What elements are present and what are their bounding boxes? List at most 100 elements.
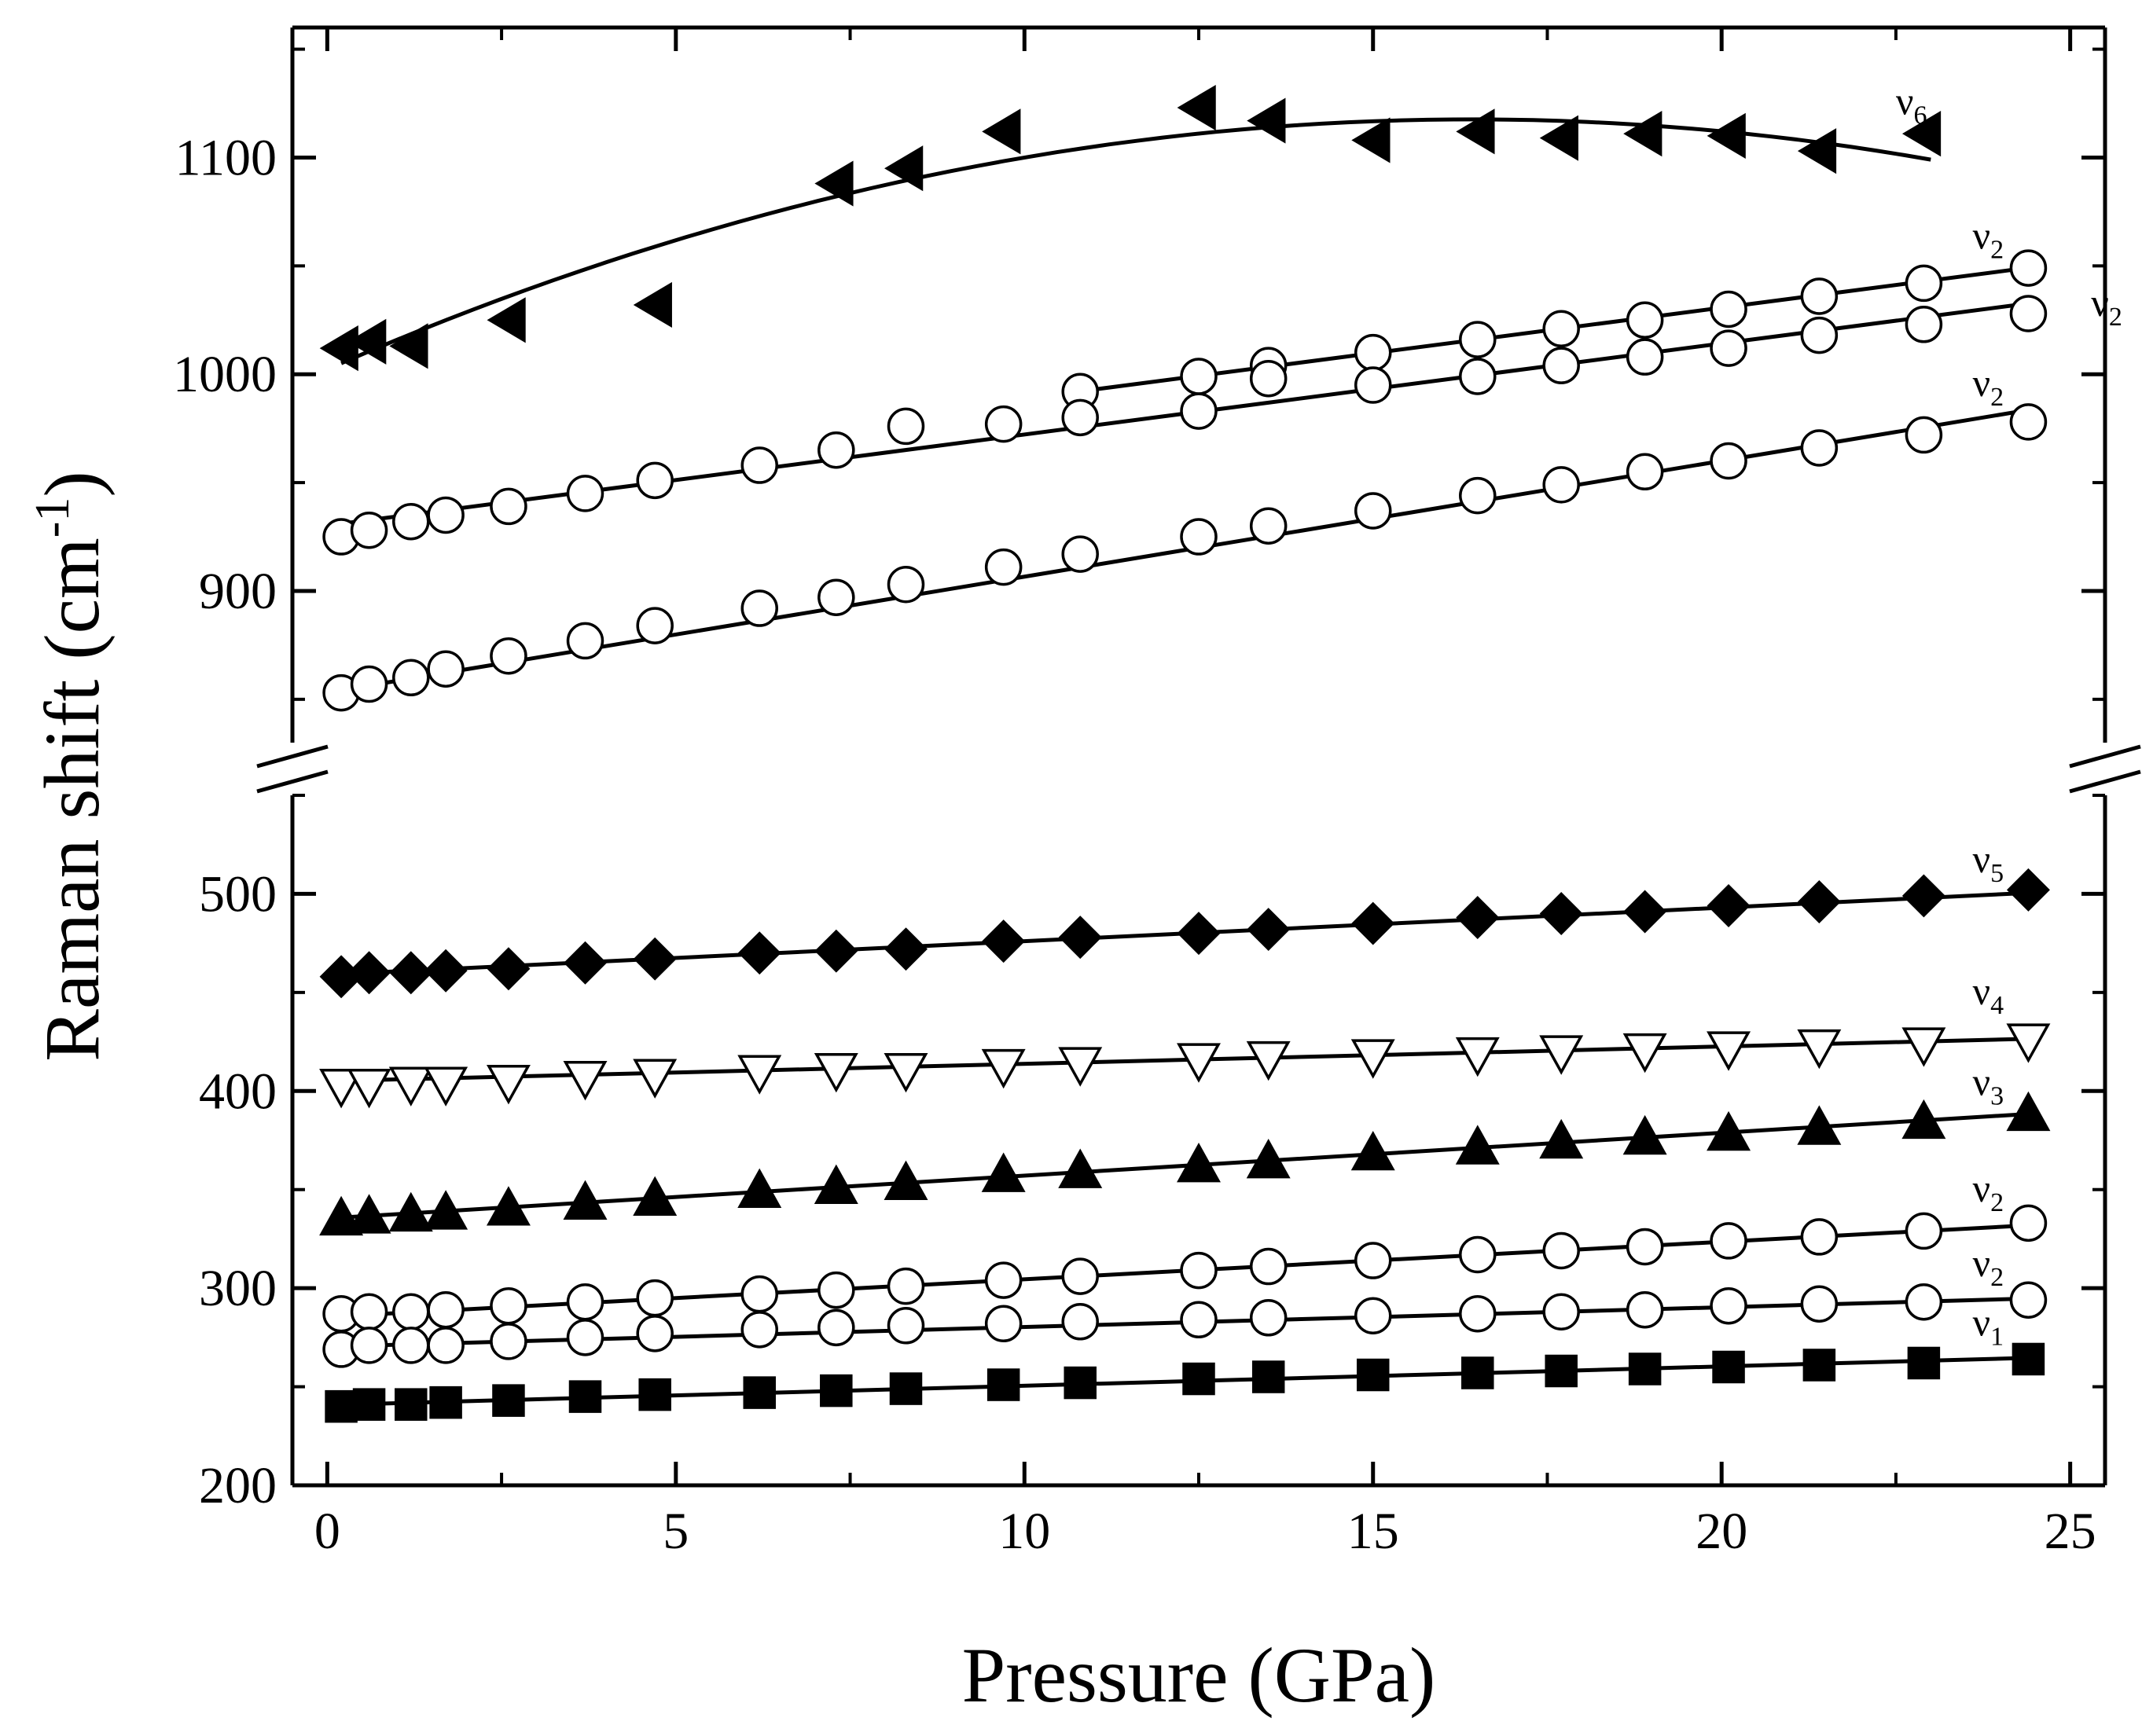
y-tick-label: 1000 — [173, 346, 277, 403]
data-point-series-6 — [347, 1194, 391, 1234]
fit-line-series-6 — [340, 1112, 2029, 1220]
data-point-series-7 — [490, 1286, 527, 1325]
data-point-series-8 — [1249, 1299, 1288, 1337]
series-label-subscript: 2 — [1990, 235, 2004, 264]
series-label-4: ν5 — [1972, 837, 2004, 888]
series-label-subscript: 3 — [1990, 1081, 2004, 1110]
series-label-symbol: ν — [1896, 79, 1914, 123]
data-point-series-1 — [1626, 301, 1664, 339]
y-axis-title-close: ) — [28, 471, 116, 497]
data-point-series-1 — [1542, 310, 1580, 348]
data-point-series-0 — [319, 325, 358, 372]
data-point-series-0 — [1623, 111, 1663, 157]
data-point-series-3 — [1710, 442, 1747, 480]
data-point-series-5 — [1177, 1043, 1221, 1083]
data-point-series-5 — [981, 1048, 1026, 1089]
data-point-series-3 — [1459, 476, 1497, 515]
data-point-series-7 — [1249, 1247, 1288, 1286]
y-tick-label: 300 — [199, 1260, 277, 1317]
data-point-series-5 — [388, 1066, 433, 1107]
fit-line-series-3 — [340, 408, 2029, 692]
data-point-series-0 — [633, 281, 672, 328]
data-point-series-2 — [1542, 347, 1580, 384]
data-point-series-5 — [1246, 1040, 1291, 1081]
data-point-series-8 — [740, 1311, 778, 1349]
data-point-series-9 — [1628, 1352, 1662, 1385]
data-point-series-2 — [1710, 329, 1747, 367]
data-point-series-0 — [1351, 117, 1391, 163]
data-point-series-4 — [1456, 896, 1500, 940]
series-label-subscript: 2 — [1990, 1188, 2004, 1217]
data-point-series-7 — [1542, 1231, 1580, 1270]
data-point-series-3 — [1626, 453, 1664, 491]
data-point-series-6 — [1539, 1118, 1584, 1159]
data-point-series-7 — [392, 1293, 430, 1330]
data-point-series-2 — [1905, 306, 1943, 343]
series-label-symbol: ν — [1972, 1300, 1990, 1344]
data-point-series-2 — [740, 446, 778, 484]
data-point-series-9 — [1907, 1346, 1941, 1380]
data-point-series-7 — [984, 1261, 1023, 1299]
data-point-series-9 — [429, 1385, 462, 1419]
data-point-series-3 — [1354, 492, 1392, 530]
x-axis-title: Pressure (GPa) — [962, 1631, 1436, 1719]
fit-lines — [340, 117, 2029, 1407]
data-point-series-4 — [1058, 916, 1102, 960]
data-point-series-4 — [1623, 890, 1667, 934]
data-point-series-5 — [424, 1066, 468, 1107]
data-point-series-2 — [1354, 366, 1392, 404]
data-point-series-6 — [1246, 1138, 1291, 1179]
data-point-series-9 — [1356, 1358, 1390, 1392]
data-point-series-2 — [1061, 398, 1099, 437]
data-point-series-9 — [1545, 1354, 1578, 1388]
y-axis-title-superscript: -1 — [26, 497, 79, 538]
axis-break-right-b — [2069, 769, 2141, 794]
data-point-series-6 — [884, 1160, 928, 1200]
data-point-series-7 — [1180, 1251, 1218, 1290]
fit-line-series-5 — [341, 1037, 2029, 1083]
y-axis-title-main: Raman shift (cm — [28, 538, 116, 1062]
data-point-series-5 — [884, 1052, 928, 1093]
data-point-series-7 — [1800, 1218, 1839, 1256]
series-label-subscript: 2 — [2109, 303, 2122, 332]
data-point-series-8 — [1180, 1301, 1218, 1339]
x-tick-label: 20 — [1696, 1503, 1747, 1560]
data-point-series-6 — [1455, 1125, 1500, 1165]
x-tick-label: 0 — [314, 1503, 340, 1560]
data-point-series-8 — [427, 1327, 465, 1364]
data-point-series-0 — [1539, 115, 1578, 161]
data-point-series-3 — [566, 622, 604, 660]
data-point-series-3 — [1905, 416, 1943, 454]
data-point-series-2 — [2009, 295, 2048, 332]
y-tick-label: 200 — [199, 1457, 277, 1514]
data-point-series-7 — [817, 1271, 855, 1309]
series-label-1: ν2 — [1972, 213, 2004, 264]
series-label-9: ν1 — [1972, 1300, 2004, 1351]
data-point-series-5 — [1622, 1033, 1667, 1074]
data-point-series-1 — [1354, 333, 1392, 372]
data-point-series-6 — [1622, 1114, 1667, 1155]
data-point-series-6 — [1350, 1130, 1395, 1171]
data-point-series-9 — [1802, 1349, 1836, 1382]
data-point-series-4 — [424, 949, 468, 993]
data-point-series-0 — [1177, 84, 1216, 131]
data-point-series-8 — [1354, 1297, 1392, 1335]
data-point-series-5 — [814, 1052, 858, 1093]
data-point-series-4 — [1707, 884, 1751, 927]
data-point-series-4 — [389, 951, 433, 995]
data-point-series-7 — [1061, 1257, 1099, 1295]
data-point-series-2 — [1626, 338, 1664, 376]
data-point-series-7 — [427, 1290, 465, 1329]
data-point-series-4 — [982, 919, 1026, 963]
data-point-series-5 — [2006, 1023, 2051, 1063]
data-point-series-3 — [1180, 518, 1218, 556]
data-point-series-1 — [1180, 358, 1218, 395]
data-point-series-8 — [350, 1327, 388, 1364]
data-point-series-0 — [389, 323, 428, 369]
data-point-series-3 — [1061, 535, 1099, 573]
data-point-series-2 — [392, 502, 430, 541]
data-point-series-9 — [820, 1374, 853, 1408]
